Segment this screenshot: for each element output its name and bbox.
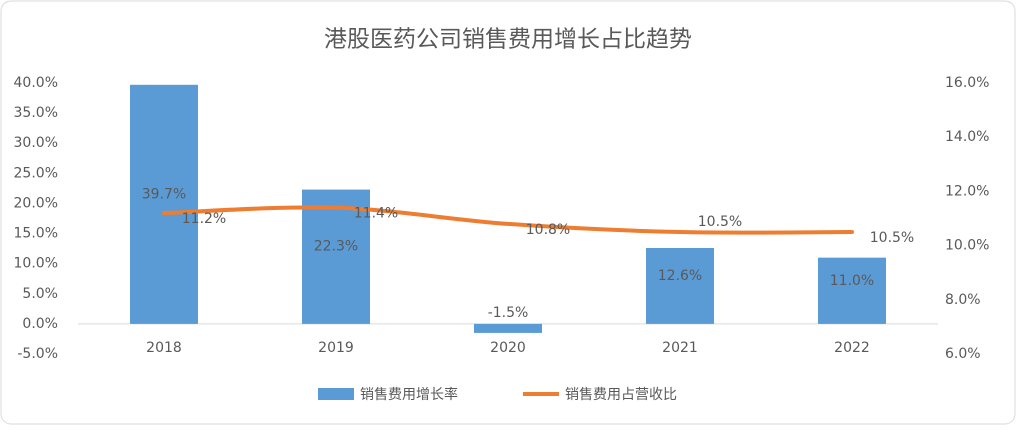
legend-swatch xyxy=(318,388,354,400)
x-tick-label: 2022 xyxy=(834,340,870,356)
y2-tick-label: 12.0% xyxy=(945,183,989,199)
y2-tick-label: 6.0% xyxy=(945,346,981,362)
line-value-label: 10.5% xyxy=(698,214,742,230)
y2-tick-label: 10.0% xyxy=(945,238,989,254)
y-tick-label: 15.0% xyxy=(14,226,58,242)
y-tick-label: 0.0% xyxy=(22,316,58,332)
x-tick-label: 2021 xyxy=(662,340,698,356)
y2-tick-label: 16.0% xyxy=(945,75,989,91)
x-tick-label: 2019 xyxy=(318,340,354,356)
legend-label: 销售费用增长率 xyxy=(360,386,458,403)
y-tick-label: 10.0% xyxy=(14,256,58,272)
bar xyxy=(474,323,542,333)
line-value-label: 11.2% xyxy=(182,211,226,227)
legend-label: 销售费用占营收比 xyxy=(565,387,677,403)
line-value-label: 10.8% xyxy=(526,222,570,238)
x-tick-label: 2020 xyxy=(490,340,526,356)
y-tick-label: 30.0% xyxy=(14,135,58,151)
line xyxy=(162,205,854,235)
y-tick-label: 35.0% xyxy=(14,105,58,121)
chart-title: 港股医药公司销售费用增长占比趋势 xyxy=(324,27,692,53)
bar-value-label: 12.6% xyxy=(658,268,702,284)
bar xyxy=(818,257,886,324)
y2-tick-label: 8.0% xyxy=(945,292,981,308)
bar xyxy=(646,248,714,324)
y-tick-label: 20.0% xyxy=(14,195,58,211)
bar xyxy=(302,189,370,324)
line-value-label: 11.4% xyxy=(354,206,398,222)
bar-value-label: -1.5% xyxy=(488,305,529,321)
bar xyxy=(130,84,198,324)
y-tick-label: 40.0% xyxy=(14,75,58,91)
bar-value-label: 11.0% xyxy=(830,273,874,289)
bar-value-label: 39.7% xyxy=(142,186,186,202)
y-tick-label: 25.0% xyxy=(14,165,58,181)
y-tick-label: 5.0% xyxy=(22,286,58,302)
x-tick-label: 2018 xyxy=(146,340,182,356)
line-value-label: 10.5% xyxy=(870,230,914,246)
bar-value-label: 22.3% xyxy=(314,239,358,255)
y2-tick-label: 14.0% xyxy=(945,129,989,145)
y-tick-label: -5.0% xyxy=(17,346,58,362)
